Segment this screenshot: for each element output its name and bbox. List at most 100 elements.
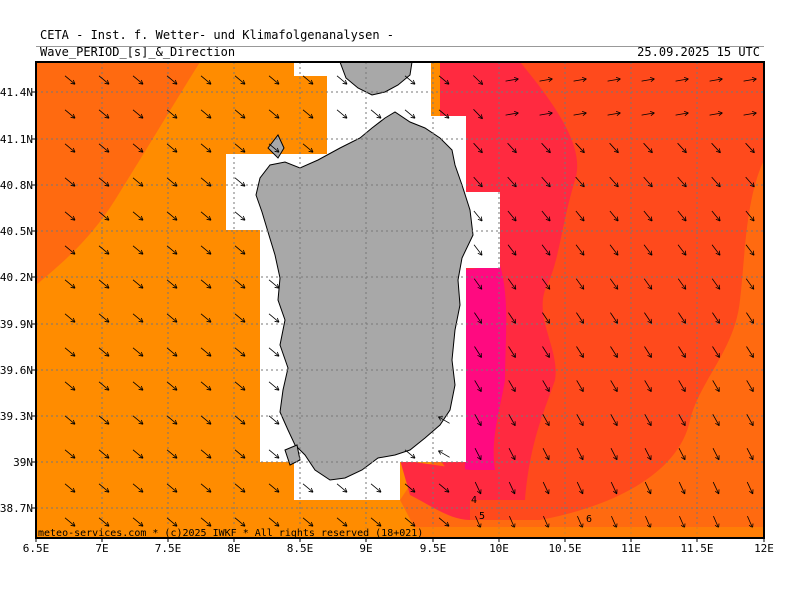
direction-arrow	[746, 312, 754, 324]
direction-arrow	[643, 210, 653, 222]
direction-arrow	[576, 346, 584, 358]
direction-arrow	[609, 244, 619, 256]
direction-arrow	[166, 211, 178, 221]
credit-strip	[36, 527, 764, 538]
direction-arrow	[507, 278, 517, 290]
direction-arrow	[268, 483, 280, 493]
direction-arrow	[712, 380, 720, 392]
direction-arrow	[268, 517, 280, 527]
direction-arrow	[711, 244, 721, 256]
direction-arrow	[644, 312, 652, 324]
direction-arrow	[644, 414, 652, 427]
lat-label-39-0: 39N	[13, 456, 33, 469]
direction-arrow	[643, 142, 653, 154]
direction-arrow	[508, 481, 516, 495]
direction-arrow	[64, 517, 76, 527]
direction-arrow	[132, 449, 144, 459]
lat-label-40-2: 40.2N	[0, 271, 33, 284]
direction-arrow	[541, 244, 551, 256]
direction-arrow	[132, 381, 144, 391]
direction-arrow	[677, 142, 687, 154]
direction-arrow	[234, 449, 246, 459]
direction-arrow	[745, 278, 755, 290]
direction-arrow	[404, 449, 416, 459]
direction-arrow	[541, 278, 551, 290]
direction-arrow	[200, 245, 212, 255]
direction-arrow	[743, 111, 757, 117]
direction-arrow	[539, 111, 553, 117]
direction-arrow	[64, 449, 76, 459]
direction-arrow	[438, 517, 450, 527]
direction-arrow	[507, 244, 517, 256]
direction-arrow	[98, 313, 110, 323]
direction-arrow	[268, 449, 280, 459]
direction-arrow	[438, 109, 450, 119]
lon-label-8-0: 8E	[227, 542, 240, 555]
direction-arrow	[132, 483, 144, 493]
direction-arrow	[712, 448, 720, 461]
direction-arrow	[200, 279, 212, 289]
direction-arrow	[132, 177, 144, 187]
direction-arrow	[166, 517, 178, 527]
direction-arrow	[268, 75, 280, 85]
header-divider	[36, 46, 764, 47]
direction-arrow	[474, 481, 482, 495]
lon-label-11-0: 11E	[621, 542, 641, 555]
direction-arrow	[575, 176, 585, 188]
direction-arrow	[610, 346, 618, 358]
direction-arrow	[98, 143, 110, 153]
direction-arrow	[98, 381, 110, 391]
direction-arrow	[678, 448, 686, 461]
direction-arrow	[576, 481, 584, 495]
direction-arrow	[644, 380, 652, 392]
direction-arrow	[166, 177, 178, 187]
direction-arrow	[576, 380, 584, 392]
direction-arrow	[234, 211, 246, 221]
direction-arrow	[234, 109, 246, 119]
direction-arrow	[712, 346, 720, 358]
direction-arrow	[200, 517, 212, 527]
direction-arrow	[575, 278, 585, 290]
direction-arrow	[98, 245, 110, 255]
direction-arrow	[677, 244, 687, 256]
direction-arrow	[234, 483, 246, 493]
direction-arrow	[64, 211, 76, 221]
direction-arrow	[542, 380, 550, 392]
direction-arrow	[438, 416, 450, 424]
lon-label-7-5: 7.5E	[155, 542, 182, 555]
direction-arrow	[302, 143, 314, 153]
direction-arrow	[98, 279, 110, 289]
direction-arrow	[336, 483, 348, 493]
direction-arrow	[234, 313, 246, 323]
contour-label-5: 5	[479, 511, 485, 522]
direction-arrow	[64, 279, 76, 289]
direction-arrow	[302, 109, 314, 119]
direction-arrow	[678, 312, 686, 324]
lon-label-12-0: 12E	[754, 542, 774, 555]
direction-arrow	[745, 244, 755, 256]
lon-label-6-5: 6.5E	[23, 542, 50, 555]
direction-arrow	[541, 176, 551, 188]
direction-arrow	[64, 381, 76, 391]
lon-label-11-5: 11.5E	[680, 542, 713, 555]
direction-arrow	[234, 381, 246, 391]
direction-arrow	[166, 75, 178, 85]
direction-arrow	[576, 448, 584, 461]
direction-arrow	[508, 380, 516, 392]
direction-arrow	[302, 483, 314, 493]
direction-arrow	[98, 517, 110, 527]
direction-arrow	[200, 211, 212, 221]
lat-label-39-6: 39.6N	[0, 364, 33, 377]
direction-arrow	[505, 77, 519, 83]
direction-arrow	[609, 142, 619, 154]
direction-arrow	[709, 77, 723, 83]
direction-arrow	[507, 210, 517, 222]
direction-arrow	[644, 346, 652, 358]
lat-label-41-1: 41.1N	[0, 133, 33, 146]
direction-arrow	[712, 414, 720, 427]
direction-arrow	[473, 75, 484, 85]
direction-arrow	[678, 414, 686, 427]
direction-arrow	[268, 279, 280, 289]
direction-arrow	[336, 75, 348, 85]
